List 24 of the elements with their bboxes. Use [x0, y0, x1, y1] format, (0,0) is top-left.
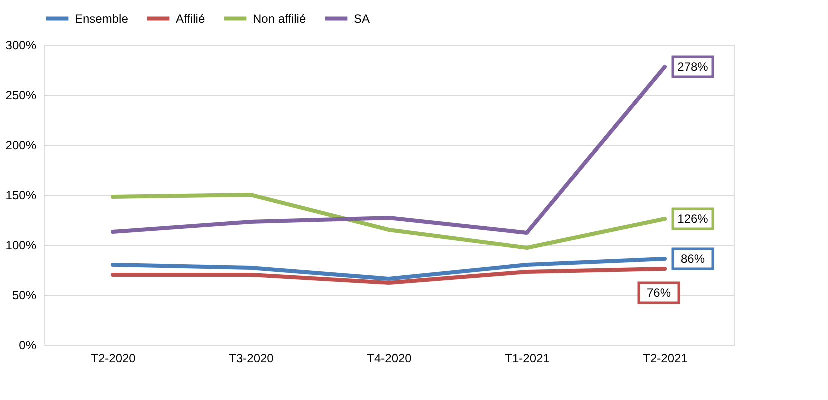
line-series	[111, 65, 667, 235]
data-label: 126%	[678, 212, 709, 226]
x-tick-label: T2-2020	[91, 352, 136, 366]
legend-label: Affilié	[176, 12, 206, 26]
line-series	[111, 193, 667, 250]
data-label: 278%	[678, 60, 709, 74]
y-tick-label: 100%	[6, 238, 37, 252]
legend-label: Ensemble	[75, 12, 129, 26]
line-series	[111, 267, 667, 285]
x-tick-label: T3-2020	[229, 352, 274, 366]
legend-label: Non affilié	[253, 12, 306, 26]
x-tick-label: T1-2021	[505, 352, 550, 366]
x-tick-label: T2-2021	[643, 352, 688, 366]
line-series	[111, 257, 667, 281]
y-tick-label: 200%	[6, 138, 37, 152]
y-tick-label: 0%	[19, 338, 37, 352]
y-tick-label: 150%	[6, 188, 37, 202]
y-tick-label: 300%	[6, 38, 37, 52]
data-label: 86%	[680, 252, 706, 266]
y-tick-label: 250%	[6, 88, 37, 102]
x-tick-label: T4-2020	[367, 352, 412, 366]
data-label: 76%	[646, 286, 672, 300]
legend-label: SA	[354, 12, 370, 26]
y-tick-label: 50%	[12, 288, 37, 302]
